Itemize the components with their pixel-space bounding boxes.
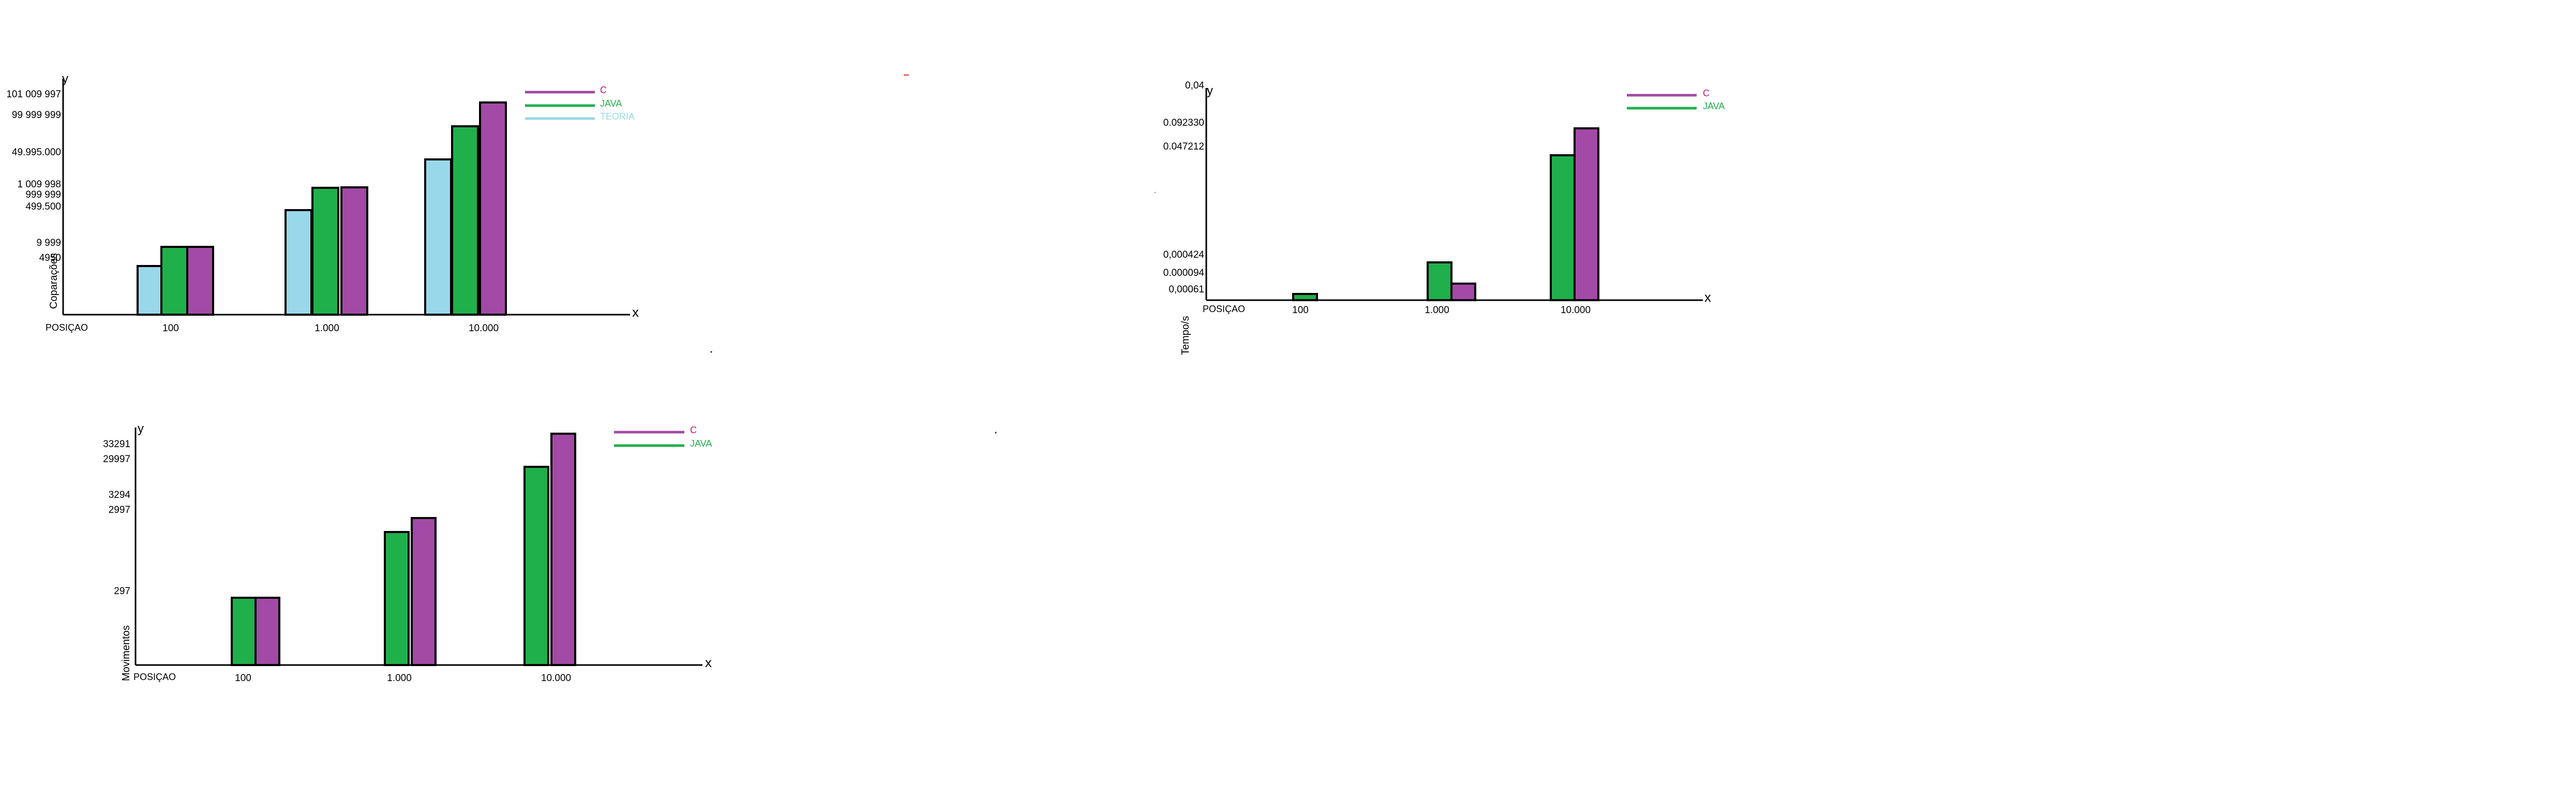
legend-label-c: C: [600, 85, 607, 95]
y-tick-label: 0.092330: [1163, 117, 1204, 128]
y-tick-label: 1 009 998: [17, 179, 61, 190]
legend-label-c: C: [1703, 88, 1710, 98]
y-tick-label: 0.047212: [1163, 141, 1204, 152]
bar-teoria: [284, 209, 312, 316]
y-tick-label: 499.500: [25, 201, 61, 212]
y-axis-label: Tempo/s: [1180, 316, 1191, 355]
x-axis-symbol: x: [1704, 289, 1711, 305]
bar-java: [1550, 154, 1576, 301]
bar-c: [186, 246, 214, 316]
legend-label-java: JAVA: [1703, 101, 1725, 111]
y-tick-label: 33291: [103, 439, 130, 450]
bar-teoria: [137, 265, 164, 316]
x-axis-label: POSIÇAO: [133, 672, 176, 682]
bar-c: [1574, 127, 1599, 301]
bar-c: [550, 433, 576, 666]
bar-c: [254, 597, 280, 666]
y-tick-label: 2997: [109, 505, 130, 515]
stray-dot: [995, 432, 997, 434]
legend-label-java: JAVA: [690, 438, 712, 449]
y-tick-label: 297: [114, 586, 130, 597]
bar-java: [160, 246, 188, 316]
stray-dot: [1154, 191, 1156, 194]
bar-java: [384, 531, 410, 666]
y-tick-label: 3294: [109, 490, 131, 500]
y-tick-label: 29997: [103, 454, 130, 465]
x-tick-label: 10.000: [469, 323, 499, 334]
bar-java: [1292, 293, 1318, 301]
y-tick-label: 49.995.000: [12, 147, 61, 158]
x-axis-symbol: x: [632, 304, 639, 320]
y-tick-label: 0.000094: [1163, 268, 1205, 278]
x-axis-label: POSIÇAO: [1203, 304, 1245, 314]
bar-java: [231, 597, 257, 666]
chart-1: y x Coparações POSIÇAO 101 009 997 99 999 999…: [6, 72, 639, 334]
bar-java: [311, 186, 339, 316]
x-axis-symbol: x: [705, 655, 712, 670]
y-tick-label: 101 009 997: [6, 89, 61, 100]
x-tick-label: 100: [162, 323, 179, 334]
x-tick-label: 1.000: [314, 323, 339, 334]
y-tick-label: 0,04: [1185, 80, 1204, 91]
y-axis-label: Coparações: [48, 253, 59, 309]
y-tick-label: 0,000424: [1163, 249, 1205, 260]
y-axis-label: Movimentos: [121, 625, 132, 681]
x-tick-label: 10.000: [1561, 305, 1591, 316]
bar-c: [479, 101, 507, 316]
y-tick-label: 99 999 999: [12, 110, 61, 121]
x-tick-label: 1.000: [1425, 305, 1449, 316]
y-axis-symbol: y: [62, 72, 68, 86]
y-tick-label: 4950: [39, 253, 61, 263]
legend-label-teoria: TEORIA: [600, 111, 635, 122]
legend-label-c: C: [690, 425, 697, 435]
x-tick-label: 100: [1292, 305, 1309, 316]
y-tick-label: 999 999: [25, 189, 61, 200]
y-axis-symbol: y: [1207, 84, 1213, 98]
chart-3: y x Movimentos POSIÇAO 33291 29997 3294 2997 297…: [103, 422, 712, 684]
y-tick-label: 0,00061: [1169, 284, 1204, 295]
bar-c: [340, 186, 368, 316]
stray-dot: [710, 351, 712, 353]
bar-teoria: [424, 158, 452, 316]
bar-java: [451, 125, 479, 316]
bar-c: [411, 517, 437, 666]
x-tick-label: 100: [235, 673, 251, 684]
bar-java: [523, 466, 549, 666]
y-tick-label: 9 999: [36, 238, 61, 248]
y-axis-symbol: y: [138, 422, 144, 436]
legend-label-java: JAVA: [600, 98, 622, 109]
x-tick-label: 1.000: [387, 673, 412, 684]
x-axis-label: POSIÇAO: [46, 322, 88, 333]
bar-c: [1450, 283, 1476, 301]
chart-2: y x Tempo/s POSIÇAO 0,04 0.092330 0.047212 0,00…: [1163, 80, 1725, 355]
x-tick-label: 10.000: [541, 673, 571, 684]
bar-java: [1427, 261, 1452, 301]
